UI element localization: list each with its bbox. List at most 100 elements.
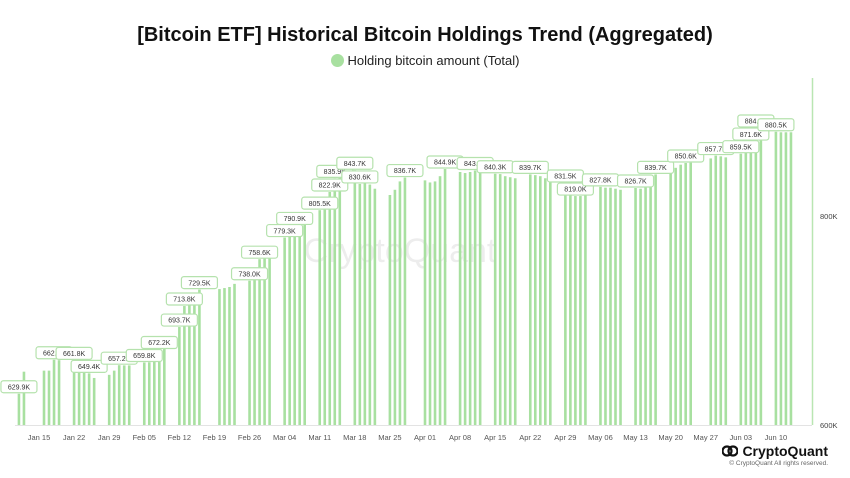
bar — [549, 180, 552, 425]
data-label: 805.5K — [309, 201, 332, 208]
bar — [473, 170, 477, 425]
legend-swatch — [330, 54, 344, 67]
x-tick-label: Mar 25 — [378, 433, 401, 442]
bar — [363, 183, 367, 425]
bar — [669, 173, 672, 425]
bar — [503, 176, 507, 425]
bar — [283, 237, 286, 425]
bar — [789, 132, 793, 426]
x-tick-label: May 20 — [658, 433, 683, 442]
bar — [152, 357, 156, 425]
bar — [218, 289, 221, 425]
bar — [42, 370, 46, 425]
data-label: 850.6K — [675, 154, 698, 161]
data-label: 661.8K — [63, 351, 86, 358]
bar — [679, 164, 682, 425]
bar — [117, 365, 121, 425]
copyright: © CryptoQuant All rights reserved. — [729, 460, 828, 467]
bar — [709, 158, 713, 425]
bar — [228, 287, 231, 425]
data-label-box — [386, 163, 424, 178]
bar — [127, 365, 131, 425]
bar — [393, 189, 397, 425]
legend[interactable]: Holding bitcoin amount (Total) — [0, 53, 850, 68]
bar — [749, 141, 753, 425]
bar — [599, 186, 602, 425]
bar — [323, 205, 327, 425]
bar — [112, 370, 116, 425]
bar — [443, 168, 447, 425]
bar — [303, 221, 306, 425]
bar — [293, 225, 296, 425]
bar — [122, 365, 126, 425]
legend-label: Holding bitcoin amount (Total) — [347, 53, 520, 68]
data-label-box — [636, 160, 675, 175]
y-tick-label: 800K — [820, 212, 838, 221]
bar — [458, 172, 462, 425]
bar — [498, 174, 502, 425]
data-label: 831.5K — [554, 174, 577, 181]
bar — [388, 195, 392, 425]
data-label: 758.6K — [248, 250, 271, 257]
bar — [82, 370, 86, 425]
data-label: 836.7K — [394, 168, 417, 175]
bar — [438, 176, 442, 425]
bar — [328, 191, 332, 425]
bar — [463, 173, 467, 425]
bar — [398, 181, 402, 425]
data-label: 629.9K — [8, 384, 31, 391]
bar — [147, 362, 151, 425]
bar — [569, 188, 572, 425]
data-label-box — [160, 313, 198, 327]
bar — [574, 196, 577, 425]
x-tick-label: Feb 26 — [238, 433, 261, 442]
bar — [263, 257, 266, 425]
data-label-box — [70, 359, 108, 373]
data-label: 871.6K — [740, 132, 763, 139]
data-label: 738.0K — [238, 271, 261, 278]
x-tick-label: Jan 29 — [98, 433, 121, 442]
bar — [233, 283, 236, 425]
data-label-box — [180, 276, 219, 290]
bar — [338, 176, 342, 425]
x-tick-label: Apr 01 — [414, 433, 436, 442]
bar — [403, 177, 407, 425]
bar — [689, 162, 692, 425]
data-label: 843.7K — [344, 161, 367, 168]
bar — [719, 156, 723, 425]
chart-title: [Bitcoin ETF] Historical Bitcoin Holding… — [137, 24, 713, 46]
data-label-box — [757, 118, 795, 132]
x-tick-label: Feb 05 — [133, 433, 156, 442]
data-label: 844.9K — [434, 160, 457, 167]
bar — [634, 187, 637, 425]
bar — [17, 393, 21, 425]
data-label: 839.7K — [645, 165, 668, 172]
data-label: 840.3K — [484, 164, 507, 171]
bar — [644, 182, 647, 425]
data-label-box — [240, 245, 279, 259]
bar — [57, 360, 61, 425]
cryptoquant-logo-icon — [722, 445, 739, 457]
data-label: 884.1K — [745, 119, 768, 126]
data-label: 857.7K — [705, 146, 728, 153]
x-tick-label: Apr 15 — [484, 433, 506, 442]
bar — [92, 377, 96, 425]
data-label-box — [722, 140, 760, 154]
bar — [564, 182, 567, 425]
bar — [178, 327, 181, 425]
data-label: 649.4K — [78, 364, 101, 371]
bar — [619, 189, 622, 425]
bar — [533, 175, 537, 425]
x-tick-label: Jan 22 — [63, 433, 86, 442]
data-label: 657.2K — [108, 356, 131, 363]
bar — [754, 127, 758, 426]
bar — [288, 236, 291, 425]
x-tick-label: Feb 19 — [203, 433, 226, 442]
bar — [539, 176, 542, 425]
data-label: 790.9K — [284, 216, 307, 223]
data-label-box — [341, 170, 379, 184]
data-label: 880.5K — [765, 122, 788, 129]
bar — [508, 177, 512, 425]
data-label-box — [301, 196, 339, 210]
bar — [433, 181, 437, 425]
